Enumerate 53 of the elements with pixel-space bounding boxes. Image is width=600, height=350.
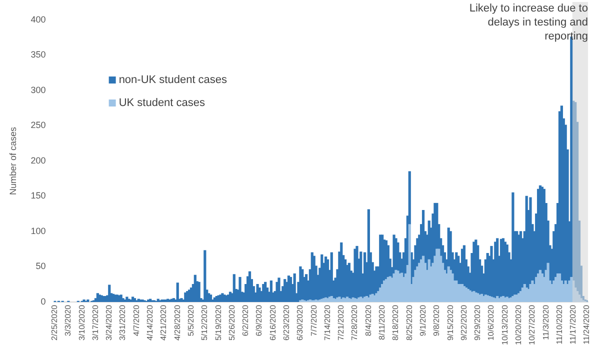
x-tick-label: 9/1/2020 (418, 304, 428, 336)
y-axis-title: Number of cases (8, 126, 18, 195)
x-tick-label: 9/8/2020 (432, 304, 442, 336)
x-tick-label: 6/30/2020 (296, 304, 305, 341)
x-tick-label: 6/9/2020 (254, 304, 264, 336)
x-tick-label: 8/18/2020 (391, 304, 400, 341)
x-tick-label: 3/3/2020 (64, 304, 73, 336)
x-tick-label: 3/10/2020 (77, 304, 86, 341)
x-tick-label: 4/14/2020 (146, 304, 155, 341)
x-tick-label: 5/5/2020 (186, 304, 196, 336)
x-tick-label: 11/17/2020 (568, 304, 578, 344)
x-tick-label: 9/22/2020 (459, 304, 468, 341)
y-tick-label: 50 (36, 261, 46, 272)
band-label: Likely to increase due to delays in testing and reporting (469, 2, 588, 43)
x-tick-label: 7/14/2020 (322, 304, 332, 341)
y-tick-label: 100 (30, 226, 46, 236)
y-tick-label: 300 (30, 84, 46, 95)
x-tick-label: 4/7/2020 (132, 304, 141, 336)
y-tick-label: 250 (30, 120, 46, 130)
x-tick-label: 8/25/2020 (404, 304, 414, 341)
x-tick-label: 10/20/2020 (514, 304, 523, 346)
x-tick-label: 2/25/2020 (50, 304, 59, 341)
y-tick-label: 400 (30, 14, 46, 24)
x-tick-label: 5/26/2020 (227, 304, 236, 341)
x-tick-label: 7/28/2020 (350, 304, 360, 341)
y-tick-label: 150 (30, 190, 46, 201)
x-tick-label: 8/11/2020 (378, 304, 387, 340)
x-tick-label: 5/12/2020 (200, 304, 210, 341)
x-tick-label: 6/23/2020 (282, 304, 291, 341)
x-tick-label: 9/15/2020 (446, 304, 455, 341)
y-tick-label: 0 (40, 296, 46, 306)
x-tick-label: 3/31/2020 (118, 304, 128, 341)
y-tick-label: 200 (30, 155, 46, 166)
x-tick-label: 3/17/2020 (90, 304, 100, 341)
x-tick-label: 11/10/2020 (554, 304, 564, 344)
x-tick-label: 4/28/2020 (172, 304, 182, 341)
x-tick-label: 6/2/2020 (241, 304, 250, 336)
y-tick-label: 350 (30, 50, 46, 60)
x-tick-label: 6/16/2020 (268, 304, 278, 341)
x-tick-label: 4/21/2020 (159, 304, 168, 341)
x-tick-label: 11/24/2020 (582, 304, 592, 344)
legend-label: non-UK student cases (118, 74, 228, 86)
x-tick-label: 8/4/2020 (364, 304, 373, 336)
x-tick-label: 11/3/2020 (541, 304, 550, 340)
x-tick-label: 10/27/2020 (528, 304, 537, 346)
x-tick-label: 10/13/2020 (500, 304, 510, 346)
x-tick-label: 5/19/2020 (214, 304, 223, 341)
x-tick-label: 7/21/2020 (336, 304, 346, 341)
x-tick-label: 9/29/2020 (473, 304, 482, 341)
x-tick-label: 7/7/2020 (309, 304, 318, 336)
x-tick-label: 10/6/2020 (486, 304, 496, 341)
x-tick-label: 3/24/2020 (104, 304, 114, 341)
legend-label: UK student cases (118, 97, 206, 110)
